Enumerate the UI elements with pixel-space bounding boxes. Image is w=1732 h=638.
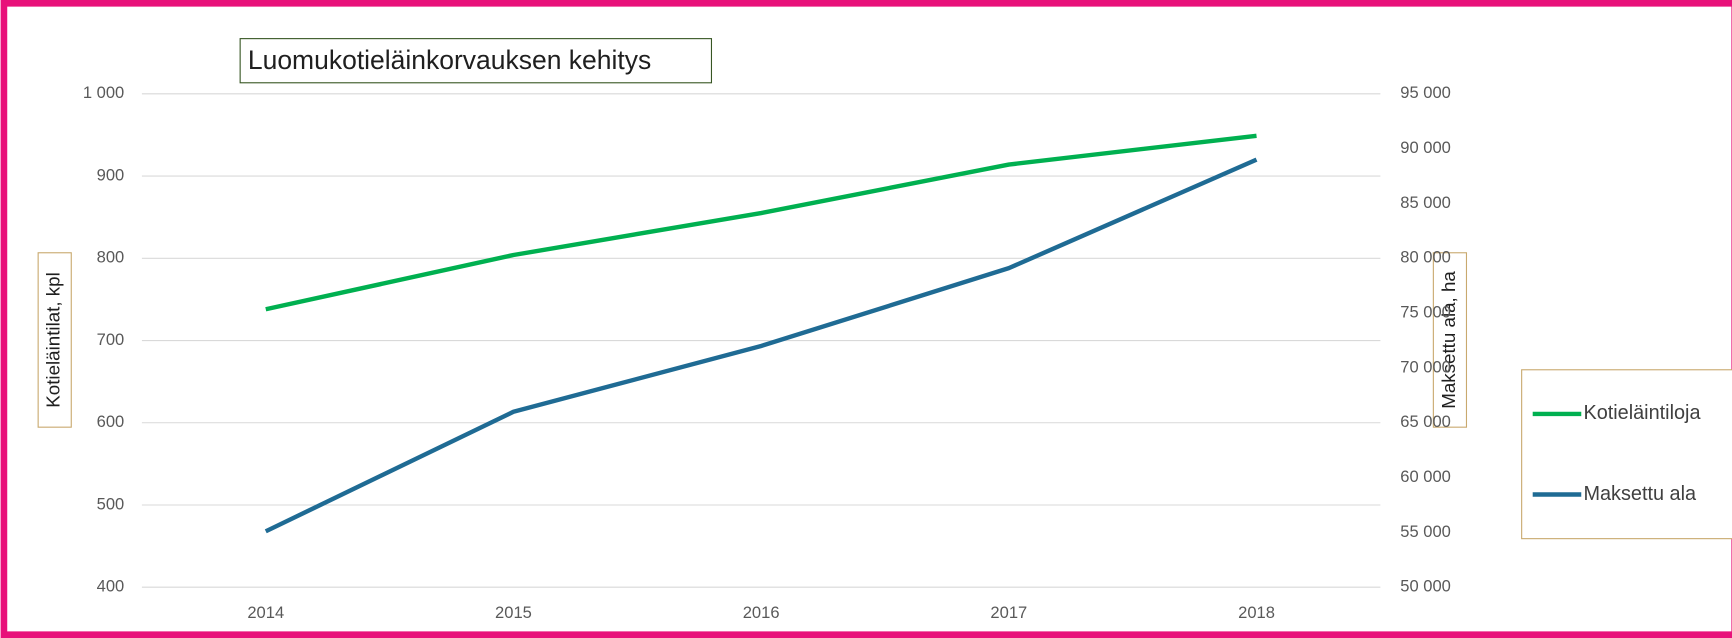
- y2-tick-label: 85 000: [1400, 193, 1451, 212]
- y2-tick-label: 75 000: [1400, 302, 1451, 321]
- y-tick-label: 500: [97, 494, 125, 513]
- x-tick-label: 2017: [990, 603, 1027, 622]
- y-tick-label: 800: [97, 248, 125, 267]
- y-tick-label: 400: [97, 577, 125, 596]
- x-tick-label: 2018: [1238, 603, 1275, 622]
- y-label-box: [37, 252, 72, 428]
- y-tick-label: 600: [97, 412, 125, 431]
- y2-tick-label: 95 000: [1400, 83, 1451, 102]
- legend-label: Kotieläintiloja: [1583, 402, 1701, 424]
- y2-tick-label: 55 000: [1400, 522, 1451, 541]
- y-tick-label: 700: [97, 330, 125, 349]
- y2-tick-label: 80 000: [1400, 248, 1451, 267]
- series-line: [265, 133, 1257, 312]
- series-line: [264, 157, 1258, 534]
- y2-tick-label: 65 000: [1400, 412, 1451, 431]
- y-tick-label: 1 000: [83, 83, 124, 102]
- legend-label: Maksettu ala: [1583, 483, 1697, 505]
- y-axis-label: Kotieläintilat, kpl: [43, 272, 64, 408]
- y-tick-label: 900: [97, 165, 125, 184]
- y2-tick-label: 60 000: [1400, 467, 1451, 486]
- x-tick-label: 2016: [743, 603, 780, 622]
- y2-tick-label: 50 000: [1400, 577, 1451, 596]
- y2-axis-label: Maksettu ala, ha: [1438, 271, 1459, 409]
- x-tick-label: 2015: [495, 603, 532, 622]
- y2-tick-label: 90 000: [1400, 138, 1451, 157]
- y2-tick-label: 70 000: [1400, 357, 1451, 376]
- title-box: [239, 38, 713, 84]
- y2-label-box: [1432, 252, 1468, 428]
- chart-title: Luomukotieläinkorvauksen kehitys: [248, 45, 651, 75]
- legend-box: [1521, 369, 1732, 540]
- x-tick-label: 2014: [247, 603, 284, 622]
